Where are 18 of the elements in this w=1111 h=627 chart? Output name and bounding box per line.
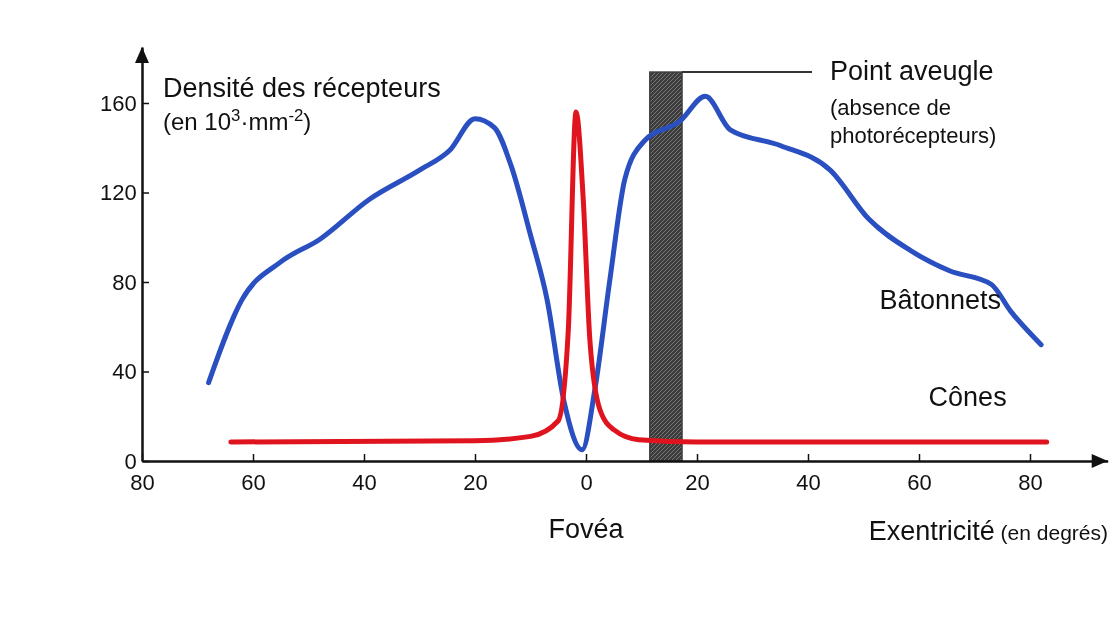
series-label: Bâtonnets xyxy=(879,284,1002,315)
text: Fovéa xyxy=(548,514,625,544)
x-tick-label: 20 xyxy=(685,470,710,496)
y-tick-label: 80 xyxy=(112,269,137,295)
y-tick-label: 120 xyxy=(100,180,137,206)
y-tick-label: 40 xyxy=(112,359,137,385)
x-tick-label: 40 xyxy=(796,470,821,496)
x-tick-label: 0 xyxy=(580,470,593,496)
x-tick-label: 80 xyxy=(1018,470,1043,496)
y-tick-label: 160 xyxy=(100,90,137,116)
x-tick-label: 40 xyxy=(352,470,377,496)
x-tick-label: 60 xyxy=(907,470,932,496)
series-label: Cônes xyxy=(928,381,1007,412)
x-tick-label: 60 xyxy=(241,470,266,496)
x-tick-label: 20 xyxy=(463,470,488,496)
y-axis-title: Densité des récepteurs (en 10$^{3}$·mm$^{-2}$) xyxy=(163,73,441,135)
band-label: Point aveugle (absence de photorécepteurs) xyxy=(830,56,997,148)
x-axis-title: Exentricité (en degrés) xyxy=(868,516,1108,546)
